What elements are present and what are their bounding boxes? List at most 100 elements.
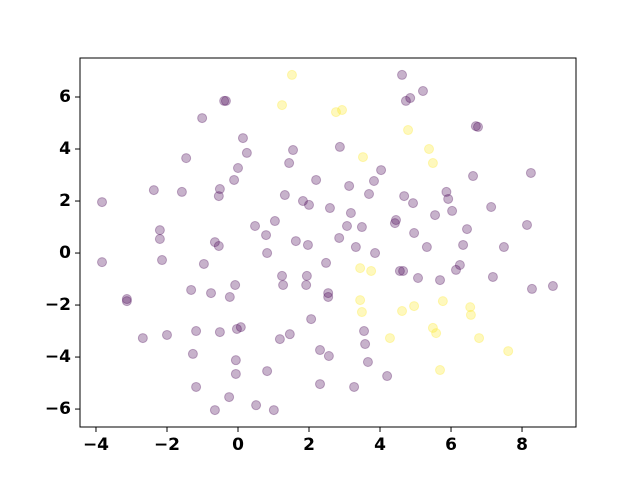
scatter-point bbox=[262, 366, 273, 377]
scatter-point bbox=[356, 222, 367, 233]
scatter-point bbox=[235, 322, 246, 333]
scatter-point bbox=[250, 220, 261, 231]
scatter-point bbox=[486, 202, 497, 213]
plot-frame bbox=[79, 57, 577, 428]
scatter-point bbox=[370, 248, 381, 259]
scatter-point bbox=[427, 158, 438, 169]
scatter-point bbox=[197, 113, 208, 124]
scatter-point bbox=[97, 197, 108, 208]
y-tick-label: 2 bbox=[59, 191, 71, 211]
scatter-point bbox=[389, 218, 400, 229]
scatter-point bbox=[279, 190, 290, 201]
x-tick-label: −2 bbox=[154, 435, 180, 455]
scatter-point bbox=[443, 193, 454, 204]
scatter-point bbox=[465, 309, 476, 320]
scatter-point bbox=[209, 405, 220, 416]
scatter-point bbox=[277, 100, 288, 111]
scatter-point bbox=[427, 322, 438, 333]
scatter-point bbox=[441, 186, 452, 197]
scatter-point bbox=[186, 284, 197, 295]
scatter-point bbox=[302, 239, 313, 250]
scatter-point bbox=[360, 339, 371, 350]
scatter-point bbox=[241, 147, 252, 158]
scatter-point bbox=[334, 232, 345, 243]
scatter-point bbox=[334, 141, 345, 152]
scatter-point bbox=[400, 95, 411, 106]
scatter-point bbox=[355, 263, 366, 274]
scatter-point bbox=[230, 355, 241, 366]
scatter-point bbox=[397, 306, 408, 317]
x-tick-label: 2 bbox=[303, 435, 315, 455]
scatter-point bbox=[409, 228, 420, 239]
scatter-point bbox=[398, 265, 409, 276]
scatter-point bbox=[315, 345, 326, 356]
scatter-point bbox=[231, 323, 242, 334]
scatter-point bbox=[474, 333, 485, 344]
x-tick-label: −4 bbox=[83, 435, 109, 455]
scatter-point bbox=[341, 220, 352, 231]
scatter-point bbox=[262, 248, 273, 259]
scatter-point bbox=[214, 327, 225, 338]
scatter-point bbox=[311, 174, 322, 185]
scatter-point bbox=[220, 95, 231, 106]
scatter-point bbox=[176, 186, 187, 197]
scatter-point bbox=[301, 270, 312, 281]
scatter-point bbox=[251, 400, 262, 411]
scatter-point bbox=[359, 326, 370, 337]
scatter-point bbox=[376, 165, 387, 176]
scatter-point bbox=[301, 280, 312, 291]
scatter-point bbox=[306, 314, 317, 325]
scatter-point bbox=[121, 296, 132, 307]
scatter-point bbox=[191, 326, 202, 337]
scatter-point bbox=[284, 158, 295, 169]
scatter-point bbox=[450, 264, 461, 275]
scatter-point bbox=[181, 153, 192, 164]
scatter-point bbox=[274, 334, 285, 345]
scatter-point bbox=[230, 368, 241, 379]
scatter-point bbox=[431, 328, 442, 339]
scatter-point bbox=[503, 346, 514, 357]
scatter-point bbox=[356, 307, 367, 318]
y-tick-label: −2 bbox=[45, 295, 71, 315]
scatter-point bbox=[229, 174, 240, 185]
scatter-point bbox=[487, 271, 498, 282]
scatter-point bbox=[473, 121, 484, 132]
scatter-point bbox=[547, 281, 558, 292]
y-tick-label: 0 bbox=[59, 243, 71, 263]
scatter-point bbox=[237, 133, 248, 144]
scatter-point bbox=[447, 205, 458, 216]
scatter-point bbox=[413, 272, 424, 283]
scatter-point bbox=[297, 196, 308, 207]
scatter-point bbox=[269, 216, 280, 227]
scatter-point bbox=[390, 215, 401, 226]
y-tick-label: 4 bbox=[59, 139, 71, 159]
scatter-point bbox=[232, 162, 243, 173]
y-tick-label: −6 bbox=[45, 399, 71, 419]
scatter-point bbox=[206, 288, 217, 299]
scatter-point bbox=[224, 392, 235, 403]
scatter-point bbox=[437, 296, 448, 307]
scatter-point bbox=[268, 405, 279, 416]
scatter-point bbox=[290, 236, 301, 247]
scatter-point bbox=[362, 356, 373, 367]
y-tick-label: 6 bbox=[59, 87, 71, 107]
scatter-point bbox=[498, 242, 509, 253]
scatter-point bbox=[417, 86, 428, 97]
x-tick-label: 8 bbox=[516, 435, 528, 455]
scatter-point bbox=[324, 203, 335, 214]
scatter-point bbox=[277, 270, 288, 281]
scatter-point bbox=[284, 329, 295, 340]
scatter-point bbox=[323, 351, 334, 362]
scatter-point bbox=[468, 171, 479, 182]
scatter-point bbox=[323, 291, 334, 302]
scatter-point bbox=[323, 288, 334, 299]
scatter-point bbox=[286, 69, 297, 80]
scatter-point bbox=[350, 242, 361, 253]
scatter-point bbox=[330, 107, 341, 118]
scatter-point bbox=[209, 237, 220, 248]
scatter-point bbox=[121, 294, 132, 305]
scatter-point bbox=[454, 259, 465, 270]
scatter-point bbox=[349, 381, 360, 392]
